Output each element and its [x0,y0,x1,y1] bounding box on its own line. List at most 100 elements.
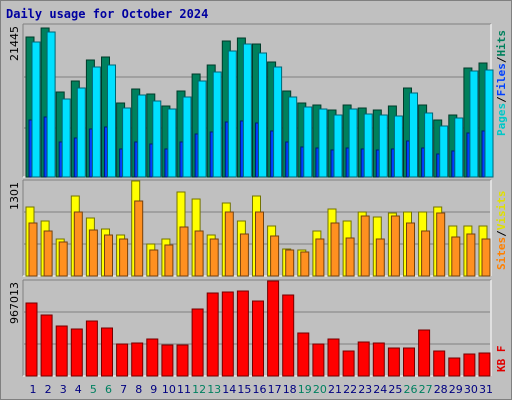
side-label-visits-sites: Sites/Visits [495,191,508,271]
day-label-29: 29 [449,383,463,396]
bar-sites-14 [224,211,234,277]
max-label-hits-files-pages: 21445 [8,26,21,61]
day-label-26: 26 [404,383,418,396]
day-label-5: 5 [90,383,97,396]
bar-pages-4 [76,87,86,178]
day-label-20: 20 [313,383,327,396]
side-label-hits-files-pages: Pages/Files/Hits [495,30,508,136]
bar-sites-27 [421,230,431,277]
bar-pages-3 [61,98,71,178]
side-label-part: Visits [495,191,508,231]
day-label-1: 1 [30,383,37,396]
bar-sites-25 [390,215,400,277]
bar-pages-17 [273,66,283,178]
bar-kb-f-15 [236,290,249,377]
bar-pages-10 [167,108,177,178]
bar-sites-22 [345,237,355,277]
bar-sites-1 [28,222,38,277]
day-label-2: 2 [45,383,52,396]
bar-kb-f-6 [101,327,113,377]
side-label-part: Hits [495,30,508,57]
bar-sites-2 [43,230,53,277]
bar-pages-31 [484,69,494,178]
bar-pages-12 [197,80,207,178]
max-label-kbf: 967013 [8,282,21,324]
bar-kb-f-25 [387,347,400,377]
bar-kb-f-16 [252,300,264,377]
bar-kb-f-17 [267,280,280,377]
bar-sites-11 [179,226,189,277]
bar-kb-f-21 [327,338,340,377]
day-label-23: 23 [358,383,372,396]
bar-kb-f-31 [478,352,491,377]
bar-pages-14 [227,50,237,178]
bar-pages-22 [348,108,358,178]
bar-pages-2 [46,31,56,178]
bar-sites-13 [209,238,219,277]
day-label-25: 25 [388,383,402,396]
bar-kb-f-20 [312,343,325,377]
day-label-13: 13 [207,383,221,396]
bar-sites-29 [451,236,461,277]
bar-kb-f-18 [282,294,295,377]
bar-pages-9 [152,100,162,178]
day-label-17: 17 [268,383,282,396]
bar-kb-f-1 [25,302,38,377]
bar-pages-20 [318,108,328,178]
bar-sites-20 [315,238,325,277]
day-label-12: 12 [192,383,206,396]
max-label-visits-sites: 1301 [8,182,21,210]
bar-pages-13 [212,71,222,178]
bar-pages-6 [107,64,116,178]
bar-pages-8 [137,94,147,178]
bar-sites-21 [330,222,340,277]
bar-pages-23 [363,113,373,178]
bar-pages-16 [258,52,267,178]
bar-sites-16 [255,211,264,277]
day-label-16: 16 [253,383,267,396]
bar-sites-15 [239,233,249,277]
side-label-part: Files [495,63,508,96]
bar-kb-f-9 [146,338,159,377]
bar-pages-15 [242,43,252,178]
day-label-14: 14 [222,383,236,396]
bar-kb-f-28 [433,350,446,377]
side-label-part: / [495,96,508,103]
bar-kb-f-7 [116,343,129,377]
bar-kb-f-4 [70,328,83,377]
bar-kb-f-29 [448,357,461,377]
bar-pages-24 [378,114,388,178]
bar-pages-18 [288,96,298,178]
bar-sites-24 [375,238,385,277]
day-label-18: 18 [283,383,297,396]
bar-sites-4 [73,211,83,277]
bar-sites-10 [164,244,174,277]
day-label-8: 8 [135,383,142,396]
bar-sites-3 [58,241,68,277]
side-label-part: Pages [495,103,508,136]
bar-sites-5 [88,229,98,277]
bar-kb-f-22 [342,350,355,377]
bar-kb-f-12 [191,308,204,377]
bar-sites-12 [194,230,204,277]
bar-kb-f-30 [463,353,476,377]
day-label-24: 24 [373,383,387,396]
day-label-6: 6 [105,383,112,396]
bar-pages-28 [439,125,449,178]
bar-kb-f-11 [176,344,189,377]
day-label-21: 21 [328,383,342,396]
bar-kb-f-19 [297,332,310,377]
bar-kb-f-3 [55,325,68,377]
bar-sites-26 [406,222,415,277]
bar-pages-25 [393,115,403,178]
day-label-4: 4 [75,383,82,396]
bar-sites-31 [481,238,491,277]
day-label-10: 10 [162,383,176,396]
bar-pages-7 [122,107,132,178]
bar-sites-28 [436,212,446,277]
bar-pages-5 [91,66,101,178]
bar-kb-f-10 [161,344,174,377]
bar-pages-1 [31,41,41,178]
bar-sites-23 [360,215,370,277]
